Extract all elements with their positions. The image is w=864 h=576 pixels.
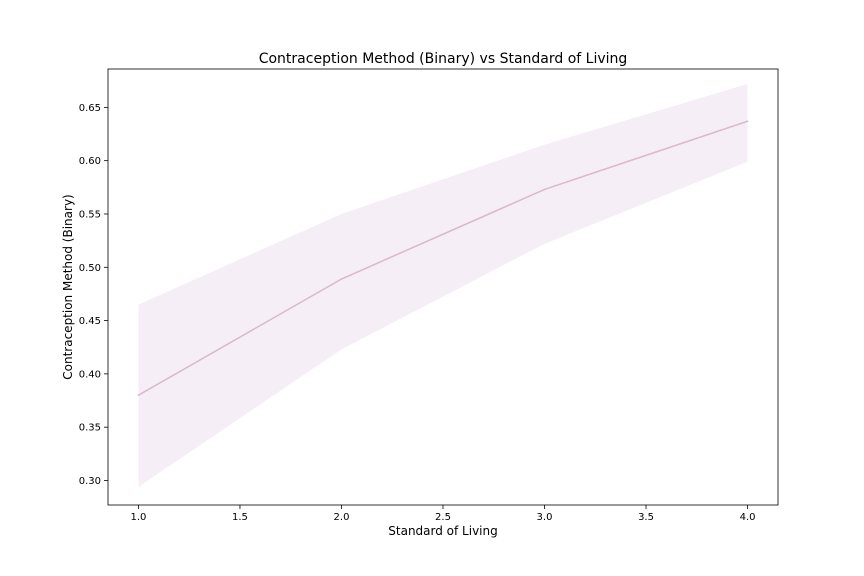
x-axis-label: Standard of Living [388,524,497,538]
series-line-layer [137,120,749,397]
y-tick-label: 0.30 [79,476,101,487]
x-tick-layer: 1.0 1.5 2.0 2.5 3.0 3.5 4.0 [131,505,756,523]
series-line [138,120,748,396]
x-tick-label: 3.0 [537,512,553,523]
data-point [340,278,343,280]
y-tick-label: 0.40 [79,369,101,380]
x-tick-label: 4.0 [740,512,756,523]
x-tick-label: 2.5 [435,512,451,523]
x-tick-label: 3.5 [638,512,654,523]
chart-title: Contraception Method (Binary) vs Standar… [259,51,628,67]
data-point [137,394,140,397]
y-tick-label: 0.55 [79,209,101,220]
y-tick-label: 0.65 [79,103,101,114]
x-tick-label: 1.0 [131,512,147,523]
x-tick-label: 2.0 [334,512,350,523]
y-tick-label: 0.35 [79,423,101,434]
y-tick-layer: 0.30 0.35 0.40 0.45 0.50 0.55 0.60 0.65 [79,103,108,487]
confidence-band [138,83,748,487]
y-tick-label: 0.45 [79,316,101,327]
data-point [543,188,546,191]
confidence-band-layer [138,83,748,487]
y-tick-label: 0.60 [79,156,101,167]
y-tick-label: 0.50 [79,263,101,274]
x-tick-label: 1.5 [232,512,248,523]
y-axis-label: Contraception Method (Binary) [61,194,75,379]
data-point [746,120,749,123]
